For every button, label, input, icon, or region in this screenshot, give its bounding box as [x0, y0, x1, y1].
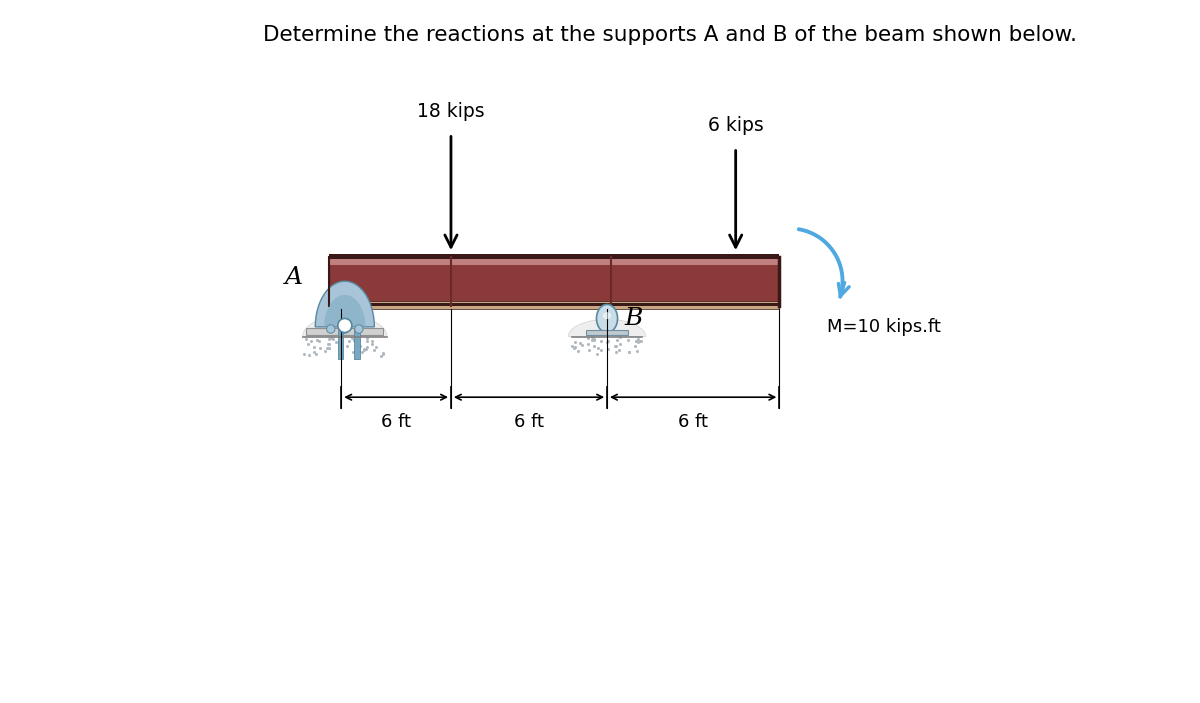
Text: 6 kips: 6 kips: [708, 116, 763, 135]
Polygon shape: [302, 316, 386, 337]
Ellipse shape: [596, 304, 618, 333]
Text: 6 ft: 6 ft: [514, 413, 544, 431]
Bar: [329, 257, 779, 306]
Circle shape: [326, 325, 335, 333]
Text: M=10 kips.ft: M=10 kips.ft: [827, 318, 941, 336]
Polygon shape: [569, 319, 646, 337]
Bar: [329, 303, 779, 306]
Bar: [329, 301, 779, 309]
Circle shape: [337, 318, 352, 333]
Text: Determine the reactions at the supports A and B of the beam shown below.: Determine the reactions at the supports …: [263, 25, 1076, 44]
Circle shape: [341, 325, 349, 333]
Circle shape: [355, 325, 364, 333]
Polygon shape: [324, 295, 366, 327]
Text: 6 ft: 6 ft: [382, 413, 412, 431]
Text: B: B: [625, 307, 643, 330]
Text: A: A: [284, 266, 302, 289]
Polygon shape: [316, 281, 374, 327]
Bar: [329, 254, 779, 259]
Text: 6 ft: 6 ft: [678, 413, 708, 431]
Bar: [354, 329, 360, 359]
Bar: [306, 328, 384, 335]
Text: 18 kips: 18 kips: [418, 102, 485, 121]
Bar: [337, 329, 343, 359]
Ellipse shape: [602, 312, 611, 319]
Bar: [329, 257, 779, 266]
Bar: [586, 330, 628, 335]
